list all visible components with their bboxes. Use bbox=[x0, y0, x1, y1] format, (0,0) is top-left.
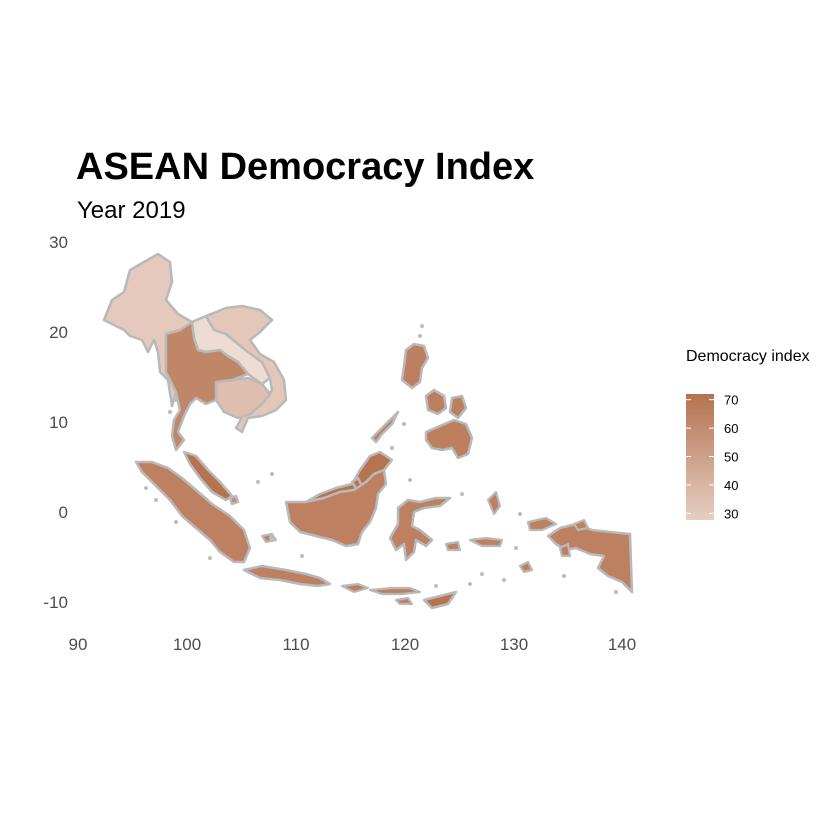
islet bbox=[408, 478, 412, 482]
island-halmahera bbox=[486, 490, 502, 516]
y-tick-label: -10 bbox=[43, 593, 68, 612]
legend-gradient-bar bbox=[686, 394, 714, 539]
islet bbox=[270, 472, 274, 476]
island-biak bbox=[572, 518, 590, 532]
countries bbox=[102, 252, 634, 610]
x-tick-label: 120 bbox=[391, 635, 419, 654]
y-tick-label: 30 bbox=[49, 233, 68, 252]
islet bbox=[480, 572, 484, 576]
islet bbox=[502, 578, 506, 582]
islet bbox=[562, 574, 566, 578]
legend-tick-label: 40 bbox=[724, 478, 738, 493]
country-philippines-luzon[interactable] bbox=[400, 342, 430, 390]
islet bbox=[269, 535, 275, 541]
islet bbox=[144, 486, 148, 490]
islet bbox=[434, 584, 438, 588]
country-philippines-palawan[interactable] bbox=[370, 410, 400, 444]
islet bbox=[174, 398, 178, 402]
legend-tick-label: 50 bbox=[724, 450, 738, 465]
y-axis: 30 20 10 0 -10 bbox=[43, 233, 68, 612]
island-seram bbox=[468, 536, 504, 548]
country-indonesia-kalimantan[interactable] bbox=[284, 468, 388, 548]
island-aru bbox=[558, 542, 572, 558]
country-philippines-samar[interactable] bbox=[448, 394, 468, 420]
country-thailand[interactable] bbox=[164, 320, 250, 452]
legend-tick-label: 70 bbox=[724, 393, 738, 408]
island-sumbawa bbox=[340, 582, 370, 594]
islet bbox=[208, 556, 212, 560]
x-tick-label: 110 bbox=[282, 635, 309, 654]
map-title: ASEAN Democracy Index bbox=[76, 146, 535, 188]
legend: Democracy index 70 60 50 40 30 bbox=[686, 348, 810, 539]
islet bbox=[460, 492, 464, 496]
x-axis: 90 100 110 120 130 140 bbox=[69, 635, 637, 654]
country-indonesia-papua[interactable] bbox=[546, 522, 634, 594]
country-indonesia-sulawesi[interactable] bbox=[388, 496, 452, 562]
country-timor-leste[interactable] bbox=[422, 590, 458, 610]
country-philippines-mindanao[interactable] bbox=[424, 418, 474, 460]
country-singapore[interactable] bbox=[228, 494, 240, 506]
islet bbox=[518, 512, 522, 516]
islets bbox=[144, 324, 618, 594]
country-cambodia[interactable] bbox=[214, 376, 272, 420]
islet bbox=[256, 480, 260, 484]
legend-ticks: 70 60 50 40 30 bbox=[686, 393, 738, 521]
x-tick-label: 90 bbox=[69, 635, 88, 654]
islet bbox=[300, 554, 304, 558]
legend-tick-label: 60 bbox=[724, 421, 738, 436]
island-yamdena bbox=[518, 560, 534, 574]
x-tick-label: 140 bbox=[608, 635, 636, 654]
legend-tick-label: 30 bbox=[724, 506, 738, 520]
island-flores bbox=[368, 586, 422, 596]
islet bbox=[174, 520, 178, 524]
y-tick-label: 0 bbox=[59, 503, 68, 522]
country-myanmar[interactable] bbox=[102, 252, 194, 408]
island-buru bbox=[444, 540, 462, 552]
islet bbox=[420, 324, 424, 328]
x-tick-label: 130 bbox=[500, 635, 528, 654]
y-tick-label: 10 bbox=[49, 413, 68, 432]
country-indonesia-java[interactable] bbox=[242, 564, 332, 588]
islet bbox=[614, 590, 618, 594]
island-sumba bbox=[394, 596, 414, 606]
islet bbox=[514, 546, 518, 550]
islet bbox=[154, 498, 158, 502]
islet bbox=[390, 446, 394, 450]
islet bbox=[402, 422, 406, 426]
legend-colorbar: 70 60 50 40 30 bbox=[686, 393, 738, 539]
islet bbox=[468, 582, 472, 586]
island-waigeo bbox=[526, 516, 558, 532]
islet bbox=[168, 410, 172, 414]
y-tick-label: 20 bbox=[49, 323, 68, 342]
islet bbox=[418, 334, 422, 338]
x-tick-label: 100 bbox=[173, 635, 201, 654]
country-indonesia-sumatra[interactable] bbox=[134, 460, 252, 564]
map-subtitle: Year 2019 bbox=[77, 197, 186, 224]
country-philippines-visayas[interactable] bbox=[424, 388, 448, 416]
legend-title: Democracy index bbox=[686, 348, 810, 365]
